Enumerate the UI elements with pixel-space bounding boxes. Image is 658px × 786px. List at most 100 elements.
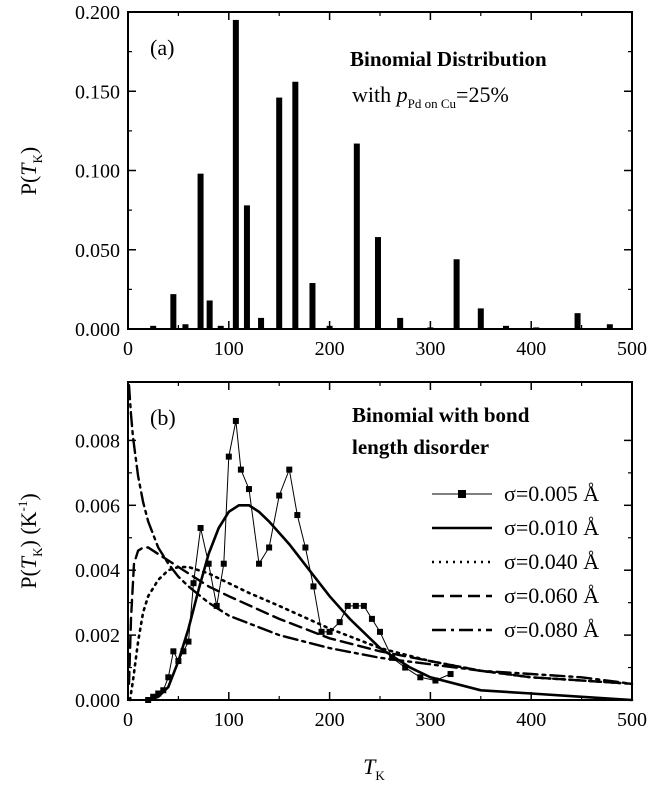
series-marker bbox=[220, 560, 227, 567]
series-marker bbox=[417, 674, 424, 681]
bar bbox=[182, 324, 189, 329]
panel-b-xtick-label: 500 bbox=[617, 709, 647, 731]
legend-label-0: σ=0.005 Å bbox=[504, 481, 599, 506]
panel-b-title-line-1: Binomial with bond bbox=[352, 403, 530, 427]
bar bbox=[243, 205, 250, 329]
series-marker bbox=[150, 693, 157, 700]
bar bbox=[606, 324, 613, 329]
panel-b-title-line-2: length disorder bbox=[352, 435, 489, 459]
panel-a-ytick-label: 0.100 bbox=[75, 161, 120, 183]
series-marker bbox=[326, 628, 333, 635]
panel-a-ytick-label: 0.050 bbox=[75, 240, 120, 262]
panel-b-ylabel-sup: -1 bbox=[15, 501, 30, 512]
panel-a-title: Binomial Distribution bbox=[350, 47, 547, 71]
panel-a-subtitle: with pPd on Cu=25% bbox=[352, 82, 509, 111]
panel-a-xtick-label: 200 bbox=[315, 338, 345, 360]
panel-b-ytick-label: 0.006 bbox=[75, 495, 120, 517]
panel-b-xlabel: TK bbox=[363, 754, 385, 783]
series-marker bbox=[360, 602, 367, 609]
series-marker bbox=[276, 492, 283, 499]
series-marker bbox=[170, 648, 177, 655]
series-marker bbox=[213, 602, 220, 609]
panel-a-xtick-label: 500 bbox=[617, 338, 647, 360]
bar bbox=[503, 325, 509, 329]
series-marker bbox=[432, 677, 439, 684]
bar bbox=[197, 173, 204, 329]
series-marker bbox=[389, 654, 396, 661]
panel-a-bars bbox=[150, 19, 613, 330]
bar bbox=[453, 259, 460, 329]
series-marker bbox=[155, 690, 162, 697]
series-marker bbox=[302, 544, 309, 551]
bar bbox=[276, 97, 283, 329]
panel-a-ticks: 0 100 200 300 400 500 0.000 0.050 0.100 0.150 0.20… bbox=[75, 2, 647, 360]
panel-b-ylabel-sub: K bbox=[30, 547, 45, 557]
series-marker bbox=[318, 628, 325, 635]
panel-b-series bbox=[127, 384, 634, 703]
series-marker bbox=[336, 619, 343, 626]
series-marker bbox=[225, 453, 232, 460]
panel-a-ytick-label: 0.200 bbox=[75, 2, 120, 24]
panel-a-subtitle-sub: Pd on Cu bbox=[408, 96, 457, 111]
panel-b-ticks: 0 100 200 300 400 500 0.000 0.002 0.004 0.006 0.00… bbox=[75, 382, 647, 731]
panel-b-ytick-label: 0.002 bbox=[75, 625, 120, 647]
panel-b-xtick-label: 100 bbox=[214, 709, 244, 731]
legend-marker bbox=[458, 490, 466, 498]
bar bbox=[309, 283, 316, 329]
series-marker bbox=[180, 648, 187, 655]
panel-b-xtick-label: 400 bbox=[516, 709, 546, 731]
series-marker bbox=[256, 560, 263, 567]
panel-b-xtick-label: 200 bbox=[315, 709, 345, 731]
series-marker bbox=[266, 544, 273, 551]
series-marker bbox=[368, 615, 375, 622]
panel-b: 0 100 200 300 400 500 0.000 0.002 0.004 0.006 0.00… bbox=[15, 381, 647, 783]
panel-a-xtick-label: 300 bbox=[415, 338, 445, 360]
panel-b-ytick-label: 0.004 bbox=[75, 560, 120, 582]
series-marker bbox=[190, 580, 197, 587]
bar bbox=[258, 317, 265, 329]
bar bbox=[397, 317, 404, 329]
panel-b-xlabel-sub: K bbox=[375, 768, 385, 783]
series-line-0 bbox=[147, 420, 452, 701]
bar bbox=[292, 81, 299, 330]
panel-a-ylabel-suffix: ) bbox=[16, 147, 41, 154]
panel-b-ylabel-suffix: ) (K bbox=[16, 511, 41, 547]
series-marker bbox=[232, 417, 239, 424]
panel-b-xlabel-var: T bbox=[363, 754, 377, 779]
series-marker bbox=[185, 638, 192, 645]
panel-b-ylabel-prefix: P( bbox=[16, 569, 41, 589]
series-marker bbox=[205, 560, 212, 567]
panel-b-ylabel-suffix2: ) bbox=[16, 493, 41, 500]
panel-a-ylabel-var: T bbox=[16, 162, 41, 176]
bar bbox=[170, 294, 177, 329]
series-marker bbox=[344, 602, 351, 609]
panel-a-subtitle-prefix: with bbox=[352, 82, 397, 107]
series-marker bbox=[165, 674, 172, 681]
panel-a-subtitle-suffix: =25% bbox=[456, 82, 509, 107]
panel-b-label: (b) bbox=[150, 405, 176, 430]
panel-a: 0 100 200 300 400 500 0.000 0.050 0.100 0.150 0.20… bbox=[16, 2, 647, 360]
series-line-4 bbox=[127, 384, 634, 685]
series-marker bbox=[310, 583, 317, 590]
legend-label-3: σ=0.060 Å bbox=[504, 583, 599, 608]
panel-b-xtick-label: 0 bbox=[123, 709, 133, 731]
bar bbox=[533, 327, 540, 329]
panel-a-ytick-label: 0.000 bbox=[75, 319, 120, 341]
series-marker bbox=[447, 671, 454, 678]
series-marker bbox=[237, 466, 244, 473]
panel-a-ylabel-prefix: P( bbox=[16, 176, 41, 196]
panel-b-ytick-label: 0.000 bbox=[75, 690, 120, 712]
series-marker bbox=[294, 512, 301, 519]
panel-b-xtick-label: 300 bbox=[415, 709, 445, 731]
panel-a-xtick-label: 100 bbox=[214, 338, 244, 360]
bar bbox=[232, 19, 239, 330]
series-marker bbox=[402, 664, 409, 671]
panel-a-label: (a) bbox=[150, 35, 174, 60]
panel-a-xtick-label: 400 bbox=[516, 338, 546, 360]
bar bbox=[150, 325, 157, 329]
series-marker bbox=[352, 602, 359, 609]
panel-a-xtick-label: 0 bbox=[123, 338, 133, 360]
panel-a-ylabel: P(TK) bbox=[16, 147, 45, 196]
panel-a-ylabel-sub: K bbox=[30, 153, 45, 163]
series-marker bbox=[377, 628, 383, 635]
